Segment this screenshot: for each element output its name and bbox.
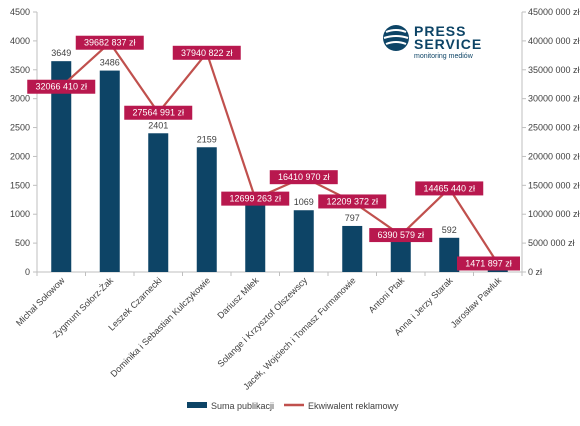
line-value-label: 32066 410 zł [27,79,96,94]
bar [390,232,411,272]
bar [342,225,363,272]
y-left-tick-label: 4500 [10,7,30,17]
line-value-label-text: 37940 822 zł [181,48,233,58]
line-value-label-text: 16410 970 zł [278,172,330,182]
legend-item-bars: Suma publikacji [187,401,274,411]
x-tick-label: Solange i Krzysztof Olszewscy [215,275,309,369]
x-tick-label: Dariusz Miłek [215,275,261,321]
y-right-tick-label: 10000 000 zł [528,209,580,219]
bar [196,147,217,272]
line-value-label-box [269,170,338,185]
legend: Suma publikacji Ekwiwalent reklamowy [187,401,399,411]
logo-globe-icon [383,25,409,51]
bar-value-label: 2401 [148,120,168,130]
bar-value-label: 592 [442,225,457,235]
line-value-label-text: 14465 440 zł [423,183,475,193]
line-value-label-text: 32066 410 zł [35,82,87,92]
line-value-label: 27564 991 zł [124,105,193,120]
y-right-tick-label: 0 zł [528,267,542,277]
line-labels: 32066 410 zł 39682 837 zł 27564 991 zł 3794… [27,35,520,271]
y-right-tick-label: 45000 000 zł [528,7,580,17]
y-right-tick-label: 15000 000 zł [528,180,580,190]
y-left-tick-label: 500 [15,238,30,248]
logo-line2: SERVICE [414,36,482,52]
logo-tagline: monitoring mediów [414,53,474,60]
line-value-label-text: 12699 263 zł [229,194,281,204]
line-value-label-text: 39682 837 zł [84,38,136,48]
x-tick-label: Antoni Ptak [367,275,407,315]
line-value-label-box [27,79,96,94]
line-value-label: 14465 440 zł [415,181,484,196]
bar [293,210,314,272]
line-value-label: 37940 822 zł [172,45,241,60]
bars [51,61,508,273]
x-tick-label: Dominika i Sebastian Kulczykowie [109,275,213,379]
y-left-tick-label: 1000 [10,209,30,219]
legend-label-line: Ekwiwalent reklamowy [308,401,399,411]
line-series [60,41,499,265]
y-left-tick-label: 0 [25,267,30,277]
line-value-label-box [124,105,193,120]
y-left-tick-label: 3500 [10,65,30,75]
logo-line1: PRESS [414,23,466,39]
line-value-label-box [457,256,520,271]
y-left-tick-label: 4000 [10,36,30,46]
x-tick-label: Michał Sołowow [14,275,67,328]
line-value-label: 12699 263 zł [221,191,290,206]
bar-value-label: 3649 [51,48,71,58]
x-tick-label: Jacek, Wojciech i Tomasz Furmanowie [241,275,357,391]
legend-label-bars: Suma publikacji [211,401,274,411]
line-value-label: 12209 372 zł [318,194,387,209]
line-value-label-text: 12209 372 zł [326,196,378,206]
bar-value-label: 2159 [197,134,217,144]
y-right-tick-label: 40000 000 zł [528,36,580,46]
y-right-tick-label: 5000 000 zł [528,238,575,248]
y-left-tick-label: 2500 [10,123,30,133]
press-service-logo: PRESS SERVICE monitoring mediów [383,23,482,60]
line-value-label-box [369,228,433,243]
y-left-tick-label: 2000 [10,151,30,161]
y-right-tick-label: 35000 000 zł [528,65,580,75]
line-value-label-text: 1471 897 zł [465,258,512,268]
line-value-label-box [221,191,290,206]
legend-item-line: Ekwiwalent reklamowy [284,401,399,411]
bar [439,237,460,272]
line-value-label: 1471 897 zł [457,256,520,271]
line-value-label-box [172,45,241,60]
line-value-label-text: 27564 991 zł [132,108,184,118]
line-value-label: 6390 579 zł [369,228,433,243]
line-value-label: 16410 970 zł [269,170,338,185]
y-right-tick-label: 30000 000 zł [528,94,580,104]
line-value-label-text: 6390 579 zł [377,230,424,240]
bar [51,61,72,273]
y-left-tick-label: 3000 [10,94,30,104]
bar-value-label: 1069 [294,197,314,207]
bar-value-label: 3486 [100,58,120,68]
bar [245,204,266,272]
line-value-label-box [318,194,387,209]
line-series-path [60,41,499,265]
bar [148,133,169,272]
y-right-tick-label: 25000 000 zł [528,123,580,133]
y-left-tick-label: 1500 [10,180,30,190]
y-right-tick-label: 20000 000 zł [528,151,580,161]
x-tick-label: Jarosław Pawluk [449,275,504,330]
line-value-label-box [75,35,144,50]
line-value-label: 39682 837 zł [75,35,144,50]
bar [99,70,120,272]
legend-swatch-bars [187,402,207,408]
axes: 0 0 zł 500 5000 000 zł 1000 10000 000 zł 1500 1… [10,7,580,277]
line-value-label-box [415,181,484,196]
bar-value-label: 797 [345,213,360,223]
